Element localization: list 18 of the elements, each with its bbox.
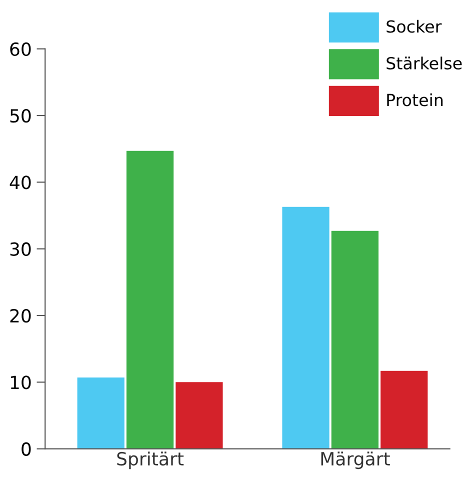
bar [331,230,379,449]
bar [380,370,428,449]
y-tick-label: 30 [10,242,31,256]
bar [126,150,174,449]
y-tick-label: 60 [10,42,31,56]
y-tick-label: 10 [10,376,31,390]
bar [176,382,223,449]
y-tick-label: 40 [10,176,31,190]
bar [77,377,124,449]
bar [282,206,330,449]
legend-label: Protein [387,93,443,106]
legend-label: Socker [386,20,442,33]
y-tick-label: 0 [22,442,31,456]
legend-label: Stärkelse [386,56,462,70]
x-tick-label: Spritärt [117,452,184,470]
y-tick-label: 50 [10,108,31,123]
y-tick-label: 20 [10,308,31,323]
x-tick-label: Märgärt [321,452,390,470]
